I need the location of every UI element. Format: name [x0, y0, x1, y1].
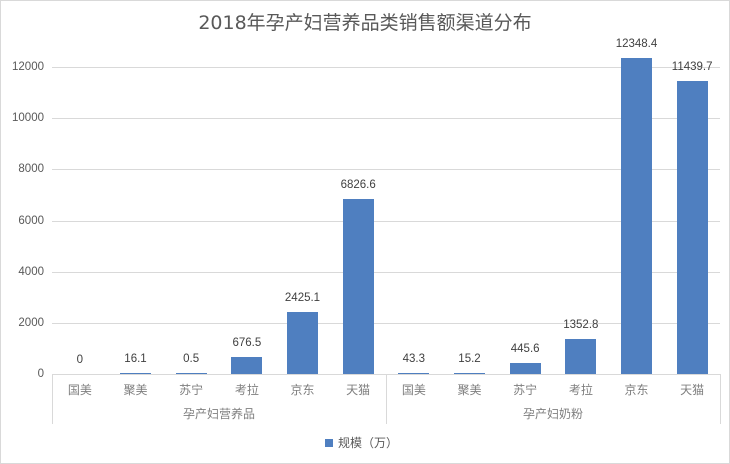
data-label: 1352.8	[563, 319, 599, 332]
x-category-label: 考拉	[234, 383, 259, 397]
bar	[120, 373, 151, 374]
gridline	[52, 322, 720, 324]
x-category-label: 苏宁	[513, 383, 538, 397]
x-group-label: 孕产妇奶粉	[522, 407, 583, 421]
y-tick-label: 8000	[18, 163, 44, 176]
x-category-label: 聚美	[123, 383, 148, 397]
bar	[231, 356, 263, 374]
legend-label: 规模（万）	[338, 436, 399, 450]
bar	[287, 311, 318, 374]
gridline	[52, 220, 720, 222]
data-label: 0	[76, 354, 84, 366]
data-label: 16.1	[124, 353, 147, 365]
y-tick-label: 2000	[18, 316, 44, 329]
x-category-label: 考拉	[568, 383, 593, 397]
data-label: 676.5	[232, 336, 262, 349]
x-category-label: 苏宁	[179, 383, 204, 397]
data-label: 2425.1	[284, 291, 321, 304]
x-group-label: 孕产妇营养品	[182, 407, 255, 421]
legend-swatch-icon	[325, 438, 333, 447]
y-tick-label: 12000	[12, 61, 44, 73]
y-tick-label: 6000	[18, 214, 44, 227]
x-category-label: 京东	[624, 383, 649, 397]
y-tick-label: 0	[37, 368, 44, 380]
bar	[565, 339, 597, 374]
x-category-label: 聚美	[457, 383, 482, 397]
gridline	[52, 118, 720, 120]
data-label: 12348.4	[615, 38, 658, 51]
bar	[342, 199, 374, 374]
y-tick-label: 10000	[12, 112, 44, 125]
x-category-label: 国美	[401, 383, 426, 397]
data-label: 445.6	[510, 342, 540, 355]
gridline	[52, 67, 720, 68]
gridline	[52, 271, 720, 273]
data-label: 43.3	[402, 352, 426, 365]
bar	[398, 372, 430, 374]
data-label: 15.2	[458, 353, 481, 365]
group-separator	[386, 374, 387, 424]
bar	[175, 373, 207, 374]
bar	[621, 58, 652, 374]
data-label: 0.5	[183, 353, 200, 365]
chart-title: 2018年孕产妇营养品类销售额渠道分布	[198, 12, 532, 34]
bar	[454, 373, 485, 374]
group-separator	[52, 374, 53, 424]
group-separator	[720, 374, 721, 424]
x-category-label: 天猫	[346, 383, 371, 397]
gridline	[52, 169, 720, 171]
data-label: 6826.6	[340, 179, 376, 192]
plot-area	[52, 40, 720, 374]
x-category-label: 京东	[290, 383, 315, 397]
x-category-label: 天猫	[680, 383, 705, 397]
bar	[676, 81, 708, 374]
y-tick-label: 4000	[18, 265, 44, 278]
data-label: 11439.7	[671, 61, 713, 74]
x-category-label: 国美	[67, 383, 92, 397]
legend: 规模（万）	[325, 434, 398, 451]
bar	[509, 362, 541, 374]
